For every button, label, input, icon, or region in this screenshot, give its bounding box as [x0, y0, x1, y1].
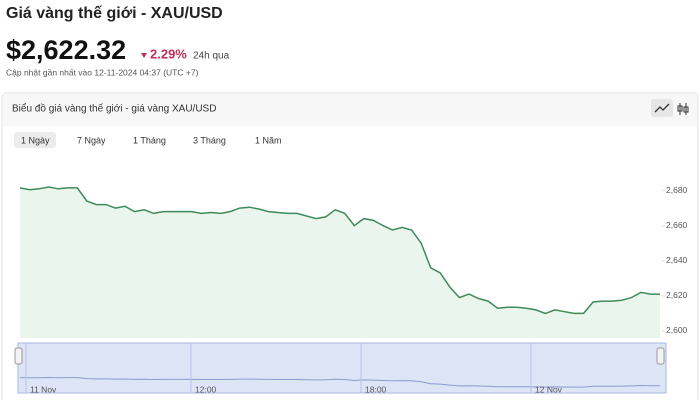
navigator-label: 11 Nov	[30, 384, 57, 394]
updated: Cập nhật gần nhất vào 12-11-2024 04:37 (…	[6, 67, 199, 77]
panel-title: Biểu đồ giá vàng thế giới - giá vàng XAU…	[12, 103, 216, 115]
y-tick-label: 2,660	[666, 220, 688, 230]
navigator-handle[interactable]	[14, 347, 23, 365]
price-line	[19, 186, 660, 315]
down-arrow	[141, 53, 147, 58]
active-tab	[14, 132, 56, 148]
navigator[interactable]	[17, 342, 667, 394]
navigator-handle[interactable]	[656, 347, 665, 365]
line-chart-button[interactable]	[651, 99, 673, 117]
tab[interactable]: 1 Tháng	[133, 135, 166, 145]
page-title: Giá vàng thế giới - XAU/USD	[6, 5, 223, 22]
navigator-label: 12:00	[195, 384, 217, 394]
candle-icon[interactable]	[679, 103, 687, 115]
tab[interactable]: 3 Tháng	[193, 135, 226, 145]
price: $2,622.32	[6, 35, 126, 65]
y-tick-label: 2,600	[666, 325, 688, 335]
navigator-label: 18:00	[365, 384, 387, 394]
y-tick-label: 2,640	[666, 255, 688, 265]
tab[interactable]: 1 Ngày	[21, 135, 50, 145]
line-icon	[654, 103, 670, 113]
tab[interactable]: 7 Ngày	[77, 135, 106, 145]
change-period: 24h qua	[193, 51, 230, 62]
area	[20, 187, 660, 338]
candle-icon-body	[683, 106, 689, 113]
y-tick-label: 2,620	[666, 290, 688, 300]
y-tick-label: 2,680	[666, 185, 688, 195]
navigator-line	[19, 376, 660, 388]
panel-header	[3, 94, 697, 126]
change: 2.29%	[150, 46, 187, 61]
candle-icon-body	[677, 105, 683, 112]
tab[interactable]: 1 Năm	[255, 135, 282, 145]
navigator-label: 12 Nov	[535, 384, 563, 394]
